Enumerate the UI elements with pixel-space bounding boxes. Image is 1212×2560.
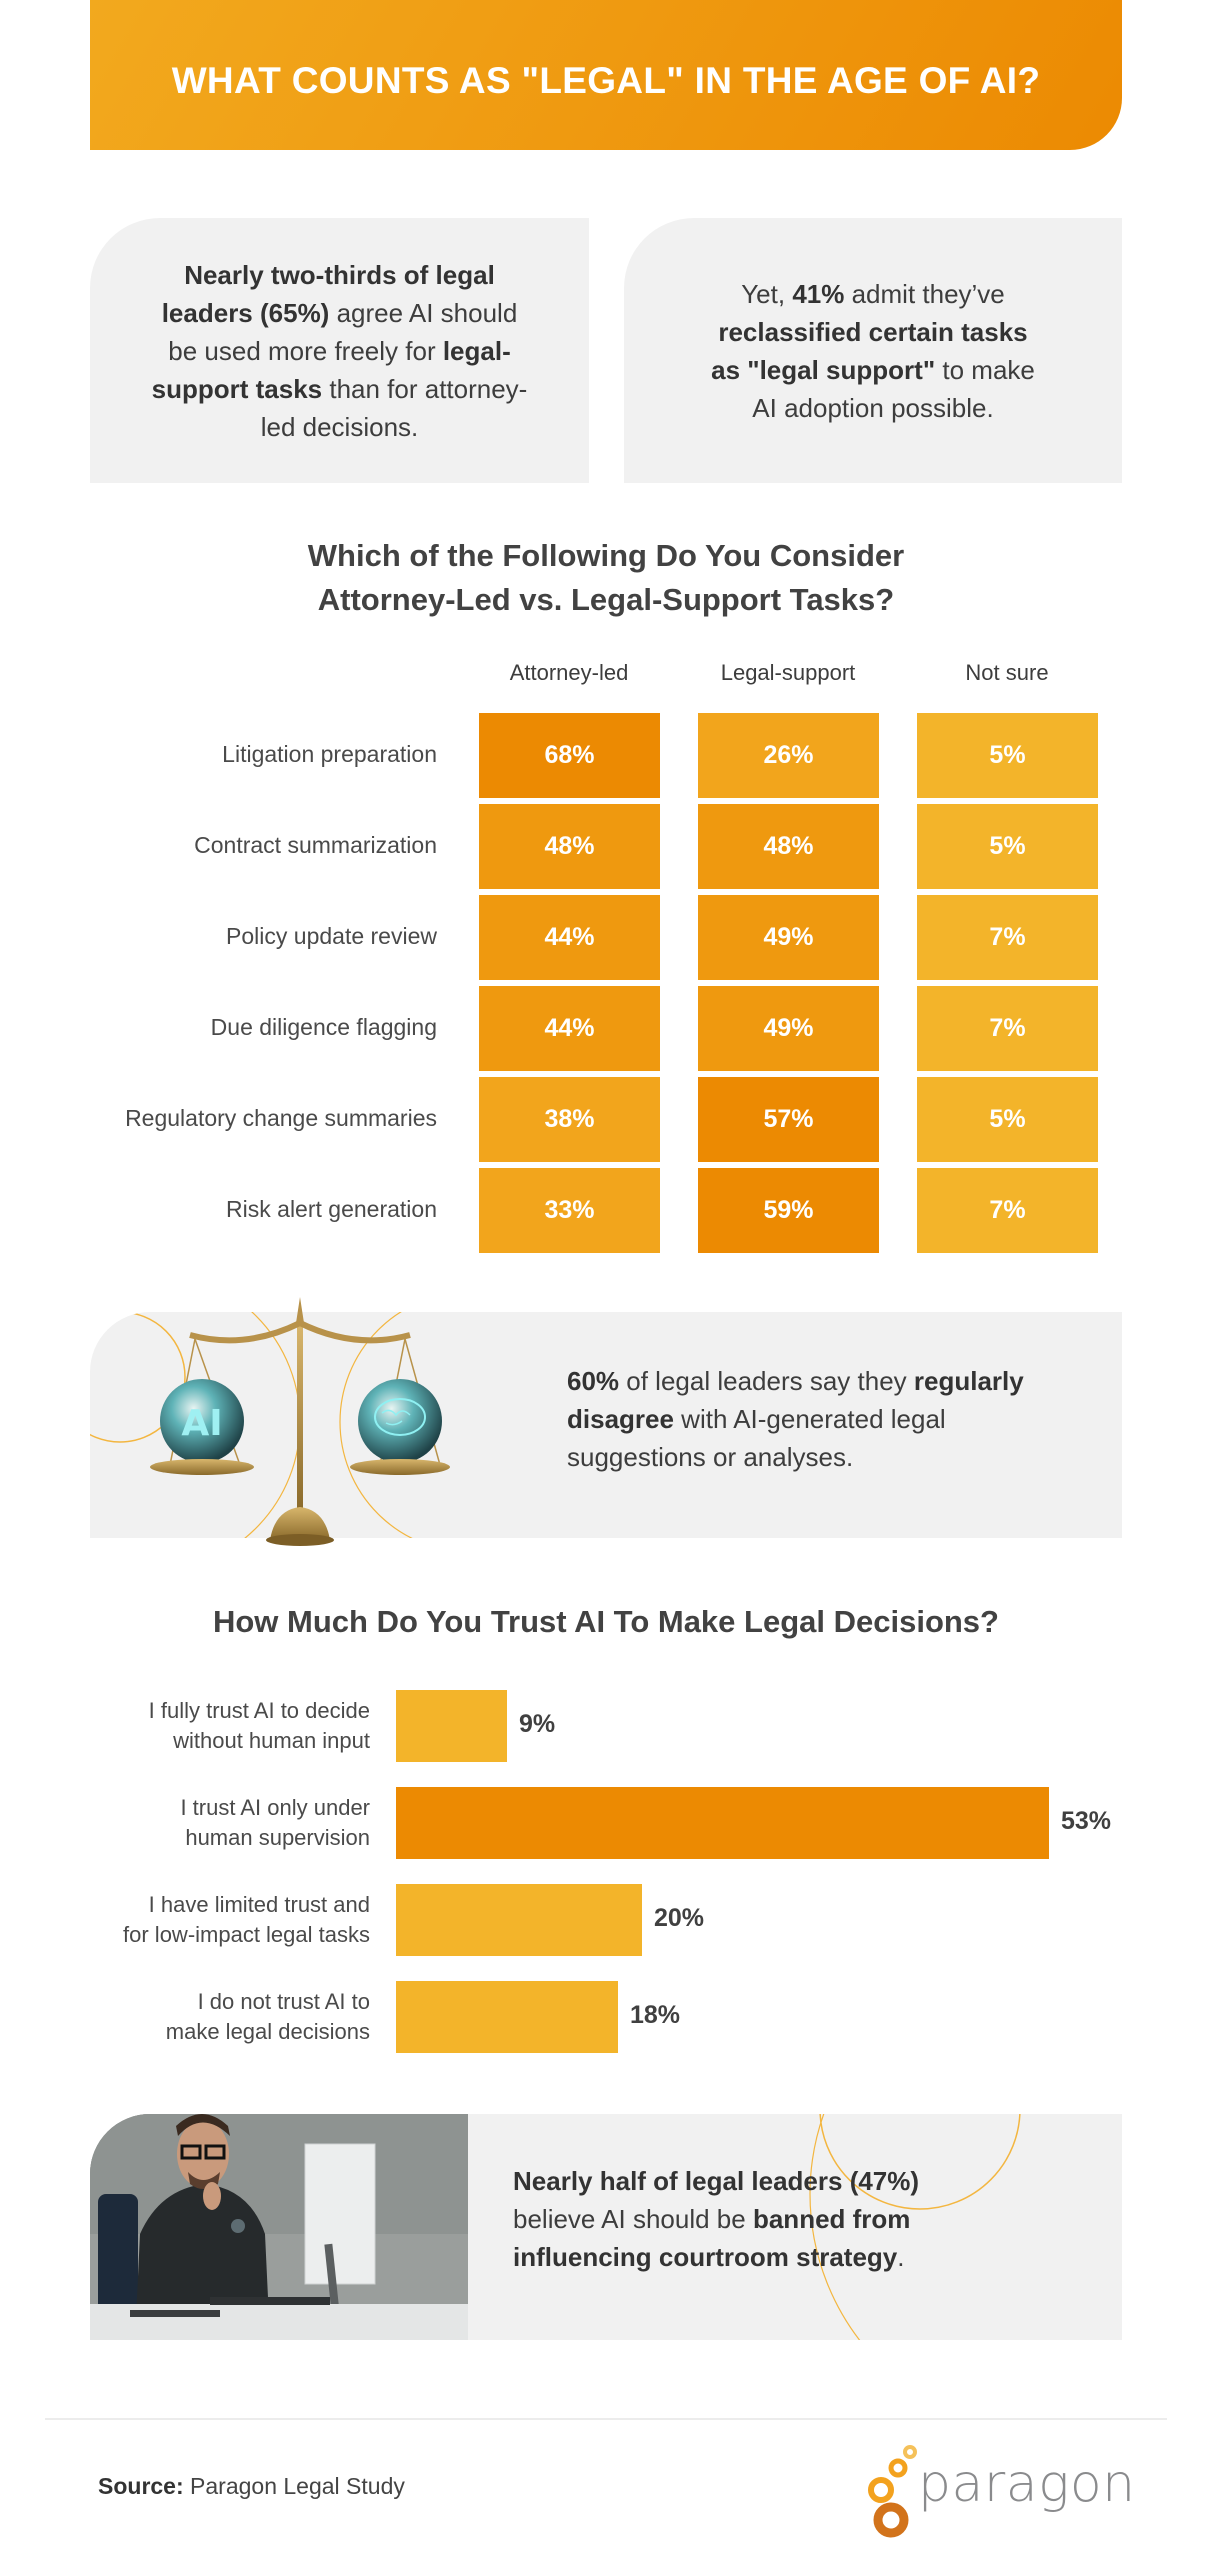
heatmap-cell: 59% bbox=[698, 1168, 879, 1253]
heatmap-cell: 5% bbox=[917, 1077, 1098, 1162]
trust-bar-value: 9% bbox=[519, 1710, 556, 1738]
heatmap-cell: 48% bbox=[698, 804, 879, 889]
heatmap-cell: 48% bbox=[479, 804, 660, 889]
bar-category-line: human supervision bbox=[185, 1825, 370, 1850]
heatmap-cell: 7% bbox=[917, 986, 1098, 1071]
heatmap-cell: 57% bbox=[698, 1077, 879, 1162]
header-banner: WHAT COUNTS AS "LEGAL" IN THE AGE OF AI? bbox=[90, 0, 1122, 150]
trust-bar-value: 18% bbox=[630, 2001, 681, 2029]
trust-bar bbox=[396, 1787, 1049, 1859]
task-chart-title: Which of the Following Do You Consider A… bbox=[90, 534, 1122, 622]
highlight-regularly-disagree: regularly disagree bbox=[567, 1366, 1024, 1434]
stat-card-65-percent: Nearly two-thirds of legal leaders (65%)… bbox=[90, 218, 589, 483]
heatmap-cell: 49% bbox=[698, 986, 879, 1071]
stat-text: Yet, bbox=[741, 278, 793, 309]
footer-divider bbox=[45, 2418, 1167, 2420]
paragon-circles-icon bbox=[868, 2445, 917, 2538]
row-label: Risk alert generation bbox=[226, 1196, 437, 1222]
row-label: Litigation preparation bbox=[222, 741, 437, 767]
person-text-part: believe AI should be bbox=[513, 2204, 753, 2234]
trust-bar bbox=[396, 1981, 618, 2053]
column-header-attorney-led: Attorney-led bbox=[509, 660, 629, 685]
bar-category-label: I fully trust AI to decide without human … bbox=[90, 1696, 370, 1756]
balance-scale-ai-icon: AI bbox=[150, 1297, 450, 1546]
highlight-banned-courtroom: banned from influencing courtroom strate… bbox=[513, 2204, 911, 2272]
bar-category-line: without human input bbox=[173, 1728, 370, 1753]
stat-text: than for attorney-led decisions. bbox=[260, 373, 528, 442]
highlight-60-percent: 60% bbox=[567, 1366, 620, 1396]
paragon-wordmark: paragon bbox=[918, 2454, 1136, 2514]
bar-category-line: for low-impact legal tasks bbox=[123, 1922, 370, 1947]
courtroom-insight-text: Nearly half of legal leaders (47%) belie… bbox=[513, 2162, 983, 2276]
scale-text-part: of legal leaders say they bbox=[619, 1366, 914, 1396]
scale-text-part: with AI-generated legal suggestions or a… bbox=[567, 1404, 946, 1472]
stat-highlight: reclassified certain tasks as "legal sup… bbox=[711, 316, 1028, 385]
trust-bar bbox=[396, 1690, 507, 1762]
svg-text:AI: AI bbox=[181, 1403, 222, 1444]
heatmap-cell: 5% bbox=[917, 804, 1098, 889]
heatmap-cell: 38% bbox=[479, 1077, 660, 1162]
heatmap-cell: 49% bbox=[698, 895, 879, 980]
stat-highlight: Nearly two-thirds of legal leaders (65%) bbox=[161, 259, 495, 328]
trust-bar bbox=[396, 1884, 642, 1956]
decorative-arcs bbox=[809, 2114, 1021, 2340]
trust-bar-value: 20% bbox=[654, 1904, 705, 1932]
bar-category-line: I do not trust AI to bbox=[197, 1989, 370, 2014]
stat-highlight: legal-support tasks bbox=[151, 335, 511, 404]
bar-category-label: I have limited trust and for low-impact l… bbox=[90, 1890, 370, 1950]
stat-card-41-percent: Yet, 41% admit they’ve reclassified cert… bbox=[624, 218, 1122, 483]
row-label: Due diligence flagging bbox=[210, 1014, 437, 1040]
source-value: Paragon Legal Study bbox=[183, 2473, 405, 2499]
task-chart-title-line2: Attorney-Led vs. Legal-Support Tasks? bbox=[317, 582, 895, 617]
paragon-logo: paragon bbox=[866, 2440, 1135, 2540]
man-at-computer-photo bbox=[90, 2114, 468, 2340]
source-label: Source: bbox=[98, 2473, 184, 2499]
task-chart-title-line1: Which of the Following Do You Consider bbox=[307, 538, 905, 573]
stat-text: admit they’ve bbox=[844, 278, 1005, 309]
heatmap-cell: 44% bbox=[479, 895, 660, 980]
bar-category-label: I trust AI only under human supervision bbox=[90, 1793, 370, 1853]
person-text-part: . bbox=[897, 2242, 905, 2272]
trust-bar-value: 53% bbox=[1061, 1807, 1112, 1835]
stat-card-text: Yet, 41% admit they’ve reclassified cert… bbox=[703, 275, 1043, 427]
bar-category-line: I have limited trust and bbox=[148, 1892, 370, 1917]
bar-category-line: I trust AI only under bbox=[180, 1795, 370, 1820]
row-label: Contract summarization bbox=[194, 832, 437, 858]
bar-category-line: make legal decisions bbox=[165, 2019, 370, 2044]
heatmap-cell: 33% bbox=[479, 1168, 660, 1253]
scale-insight-card bbox=[90, 1312, 1122, 1538]
heatmap-cell: 26% bbox=[698, 713, 879, 798]
stat-highlight: 41% bbox=[792, 278, 845, 309]
stat-text: to make AI adoption possible. bbox=[752, 354, 1035, 423]
row-label: Regulatory change summaries bbox=[125, 1105, 437, 1131]
bar-category-label: I do not trust AI to make legal decisions bbox=[90, 1987, 370, 2047]
heatmap-cell: 5% bbox=[917, 713, 1098, 798]
heatmap-cell: 68% bbox=[479, 713, 660, 798]
source-citation: Source: Paragon Legal Study bbox=[98, 2473, 405, 2500]
heatmap-cell: 44% bbox=[479, 986, 660, 1071]
stat-text: agree AI should be used more freely for bbox=[168, 297, 518, 366]
stat-card-text: Nearly two-thirds of legal leaders (65%)… bbox=[150, 256, 530, 446]
courtroom-insight-card bbox=[90, 2114, 1122, 2340]
column-header-not-sure: Not sure bbox=[965, 660, 1049, 685]
row-label: Policy update review bbox=[226, 923, 437, 949]
highlight-47-percent: Nearly half of legal leaders (47%) bbox=[513, 2166, 920, 2196]
bar-category-line: I fully trust AI to decide bbox=[148, 1698, 370, 1723]
trust-chart-title: How Much Do You Trust AI To Make Legal D… bbox=[212, 1604, 999, 1639]
scale-insight-text: 60% of legal leaders say they regularly … bbox=[567, 1362, 1087, 1476]
page-title: WHAT COUNTS AS "LEGAL" IN THE AGE OF AI? bbox=[171, 60, 1041, 101]
column-header-legal-support: Legal-support bbox=[720, 660, 856, 685]
heatmap-cell: 7% bbox=[917, 895, 1098, 980]
heatmap-cell: 7% bbox=[917, 1168, 1098, 1253]
